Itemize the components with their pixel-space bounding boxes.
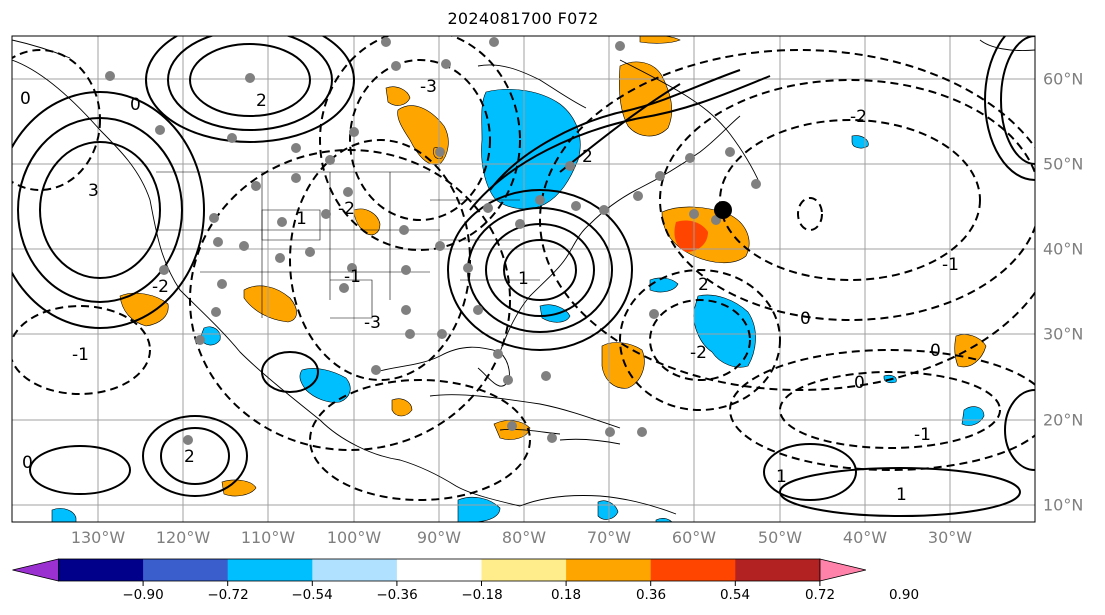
negative-contours (12, 36, 1035, 501)
colorbar-frame (58, 558, 821, 582)
colorbar-segment (650, 559, 736, 581)
positive-contours (12, 36, 1035, 517)
lon-label: 30°W (927, 528, 973, 547)
colorbar-tick-label: 0.90 (888, 587, 920, 603)
negative-anomaly-shading (51, 89, 985, 522)
contour-label: -2 (338, 199, 355, 219)
colorbar-segment (735, 559, 821, 581)
contour-label: 2 (256, 91, 267, 111)
positive-anomaly-shading (119, 36, 987, 497)
colorbar-segment (481, 559, 567, 581)
contour-label: -1 (344, 267, 361, 287)
contour-label: -3 (364, 313, 381, 333)
lat-label: 10°N (1043, 495, 1084, 515)
contour-label: -1 (72, 345, 89, 365)
contour-label: 0 (930, 341, 941, 361)
colorbar-tick-label: 0.54 (719, 587, 751, 603)
colorbar-extension-high (819, 558, 866, 582)
contour-label: -2 (690, 343, 707, 363)
state-borders (156, 171, 540, 319)
contour-label: -1 (914, 425, 931, 445)
lat-label: 40°N (1043, 239, 1084, 259)
contour-label: 1 (296, 209, 307, 229)
contour-label: -2 (850, 107, 867, 127)
lon-label: 80°W (501, 528, 547, 547)
colorbar-tick-label: −0.18 (461, 587, 503, 603)
colorbar-tick-label: 0.18 (550, 587, 582, 603)
contour-label: 0 (130, 95, 141, 115)
colorbar-segment (143, 559, 229, 581)
contour-label: 3 (88, 181, 99, 201)
colorbar-extension-low (12, 558, 59, 582)
contour-label: 0 (20, 89, 31, 109)
lat-label: 30°N (1043, 324, 1084, 344)
station-markers (105, 37, 761, 445)
lon-label: 120°W (155, 528, 211, 547)
colorbar-segment (312, 559, 398, 581)
lon-label: 50°W (757, 528, 803, 547)
strong-anomaly-core (674, 220, 708, 252)
contour-label: -3 (420, 77, 437, 97)
colorbar-tick-label: −0.54 (291, 587, 333, 603)
colorbar (12, 558, 866, 586)
colorbar-tick-label: 0.36 (635, 587, 667, 603)
contour-label: 0 (854, 373, 865, 393)
contour-label: -2 (152, 277, 169, 297)
lon-label: 100°W (326, 528, 382, 547)
contour-label: 2 (582, 147, 593, 167)
contour-label: 2 (698, 275, 709, 295)
lon-label: 110°W (240, 528, 296, 547)
colorbar-segment (566, 559, 652, 581)
colorbar-tick-label: 0.72 (804, 587, 836, 603)
contour-label: 0 (22, 453, 33, 473)
colorbar-segment (58, 559, 144, 581)
colorbar-tick-label: −0.36 (376, 587, 418, 603)
lon-label: 70°W (586, 528, 632, 547)
lon-label: 130°W (70, 528, 126, 547)
colorbar-tick-label: −0.90 (122, 587, 164, 603)
contour-labels: 0 -1 -2 -3 1 2 3 0 -1 -2 -3 1 2 0 -1 -2 … (20, 77, 959, 505)
contour-label: -1 (942, 255, 959, 275)
lon-label: 60°W (671, 528, 717, 547)
contour-label: 0 (800, 309, 811, 329)
colorbar-tick-label: −0.72 (207, 587, 249, 603)
storm-center-marker (714, 201, 732, 219)
map-frame (11, 35, 1036, 523)
lat-label: 50°N (1043, 154, 1084, 174)
lon-label: 90°W (416, 528, 462, 547)
colorbar-segment (396, 559, 482, 581)
lat-label: 20°N (1043, 410, 1084, 430)
map-title: 2024081700 F072 (447, 9, 599, 28)
contour-label: 1 (518, 269, 529, 289)
colorbar-segment (227, 559, 313, 581)
contour-label: 1 (776, 467, 787, 487)
contour-label: 1 (896, 485, 907, 505)
lon-label: 40°W (842, 528, 888, 547)
contour-label: 2 (184, 447, 195, 467)
lat-label: 60°N (1043, 69, 1084, 89)
